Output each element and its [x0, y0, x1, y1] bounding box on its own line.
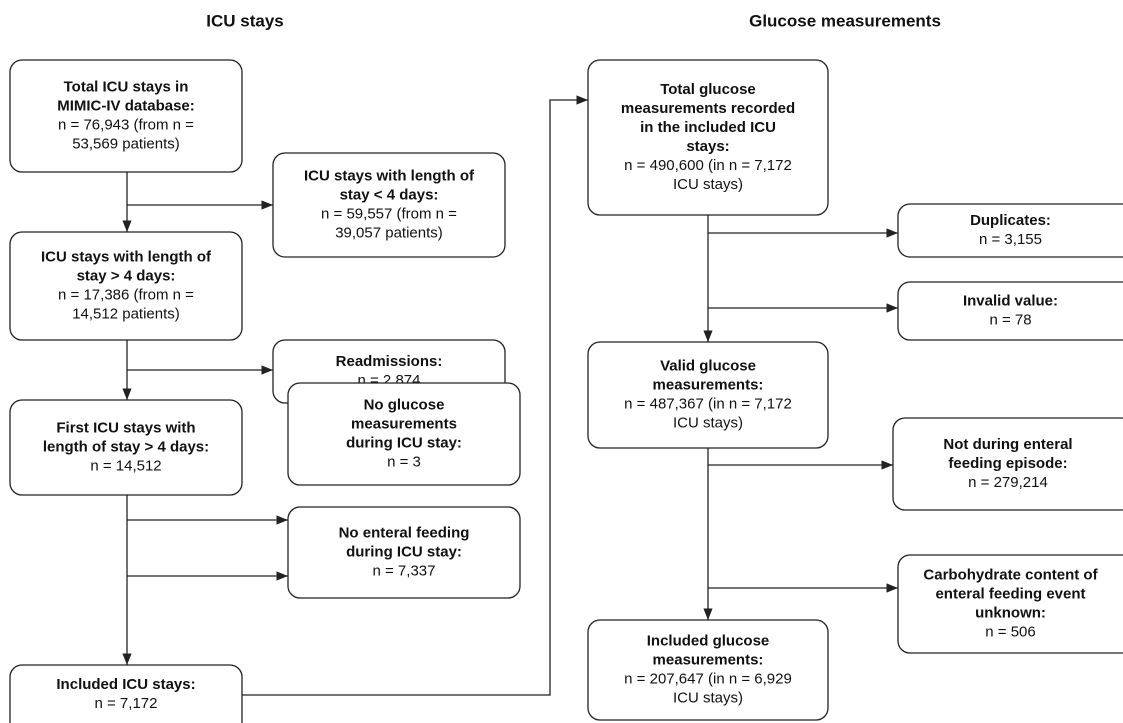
node-title: Total glucose: [660, 81, 756, 98]
node-title: feeding episode:: [948, 455, 1067, 472]
node-count: n = 487,367 (in n = 7,172: [624, 395, 792, 412]
node-title: Carbohydrate content of: [923, 566, 1098, 583]
node-title: unknown:: [975, 604, 1046, 621]
node-count: n = 3: [387, 453, 421, 470]
node-count: n = 490,600 (in n = 7,172: [624, 157, 792, 174]
node-box: [897, 554, 1123, 654]
node-title: Invalid value:: [963, 292, 1058, 309]
node-title: in the included ICU: [640, 119, 776, 136]
node-box: [9, 231, 243, 341]
node-count: n = 17,386 (from n =: [58, 286, 194, 303]
node-title: Duplicates:: [970, 212, 1051, 229]
node-count: ICU stays): [673, 689, 743, 706]
node-title: No glucose: [364, 396, 445, 413]
node-count: n = 59,557 (from n =: [321, 205, 457, 222]
node-box: [897, 281, 1123, 341]
node-title: stay < 4 days:: [340, 186, 439, 203]
node-title: ICU stays with length of: [304, 167, 475, 184]
node-title: stays:: [686, 138, 729, 155]
node-title: length of stay > 4 days:: [43, 438, 209, 455]
node-title: Total ICU stays in: [64, 78, 189, 95]
node-box: [587, 59, 829, 216]
node-count: n = 7,172: [95, 695, 158, 712]
node-count: n = 207,647 (in n = 6,929: [624, 670, 792, 687]
node-title: measurements:: [653, 376, 764, 393]
node-title: Readmissions:: [336, 353, 443, 370]
node-title: Included glucose: [647, 632, 770, 649]
node-title: measurements recorded: [621, 100, 795, 117]
node-title: stay > 4 days:: [77, 267, 176, 284]
node-count: ICU stays): [673, 414, 743, 431]
arrow: [242, 95, 588, 696]
node-box: [9, 664, 243, 723]
node-title: during ICU stay:: [346, 434, 462, 451]
node-title: No enteral feeding: [339, 524, 470, 541]
node-count: n = 3,155: [979, 231, 1042, 248]
node-title: measurements:: [653, 651, 764, 668]
node-box: [287, 382, 521, 486]
node-count: n = 76,943 (from n =: [58, 116, 194, 133]
node-title: Not during enteral: [943, 436, 1072, 453]
node-box: [897, 203, 1123, 258]
node-title: measurements: [351, 415, 457, 432]
node-title: during ICU stay:: [346, 543, 462, 560]
node-title: Valid glucose: [660, 357, 756, 374]
connectors: [122, 95, 898, 696]
node-count: n = 14,512: [90, 457, 161, 474]
node-count: n = 279,214: [968, 474, 1048, 491]
node-box: [587, 341, 829, 449]
node-count: ICU stays): [673, 176, 743, 193]
node-title: First ICU stays with: [56, 419, 195, 436]
node-count: n = 7,337: [373, 562, 436, 579]
node-title: ICU stays with length of: [41, 248, 212, 265]
node-count: 53,569 patients): [72, 135, 180, 152]
node-count: 39,057 patients): [335, 224, 443, 241]
node-box: [587, 619, 829, 721]
node-title: Included ICU stays:: [56, 676, 195, 693]
node-box: [9, 399, 243, 496]
node-count: n = 506: [985, 623, 1035, 640]
node-box: [272, 152, 506, 258]
node-title: MIMIC-IV database:: [57, 97, 195, 114]
node-box: [9, 59, 243, 173]
node-box: [892, 417, 1123, 511]
node-count: 14,512 patients): [72, 305, 180, 322]
node-count: n = 78: [989, 311, 1031, 328]
node-box: [287, 506, 521, 599]
node-title: enteral feeding event: [935, 585, 1085, 602]
column-header: ICU stays: [206, 11, 283, 30]
column-header: Glucose measurements: [749, 11, 941, 30]
